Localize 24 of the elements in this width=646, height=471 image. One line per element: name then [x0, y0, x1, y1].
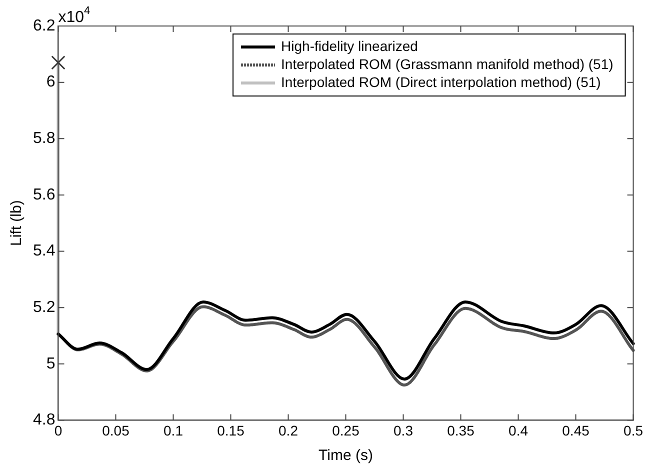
legend-label: High-fidelity linearized: [281, 38, 418, 54]
y-tick-label: 5.4: [32, 242, 56, 260]
x-axis-title: Time (s): [318, 447, 373, 464]
x-tick-label: 0.3: [394, 422, 414, 438]
x-tick-label: 0: [54, 422, 62, 438]
y-tick-label: 6.2: [32, 17, 56, 34]
x-tick-label: 0.35: [447, 422, 475, 438]
x-tick-label: 0.5: [624, 422, 644, 438]
y-tick-label: 5.2: [32, 298, 56, 316]
y-tick-label: 5: [46, 355, 56, 372]
legend-label: Interpolated ROM (Grassmann manifold method) (51): [281, 56, 614, 72]
x-tick-label: 0.05: [102, 422, 130, 438]
x-tick-label: 0.1: [164, 422, 184, 438]
y-tick-label: 5.8: [32, 130, 56, 148]
y-tick-label: 5.6: [32, 186, 56, 204]
y-tick-label: 6: [46, 74, 56, 91]
x-tick-label: 0.25: [332, 422, 360, 438]
x-tick-label: 0.45: [562, 422, 590, 438]
y-tick-label: 4.8: [32, 412, 56, 429]
x-tick-label: 0.4: [508, 422, 528, 438]
x-tick-label: 0.2: [278, 422, 298, 438]
x-tick-label: 0.15: [217, 422, 245, 438]
y-axis-title: Lift (lb): [8, 200, 26, 246]
legend-label: Interpolated ROM (Direct interpolation method) (51): [281, 74, 601, 90]
